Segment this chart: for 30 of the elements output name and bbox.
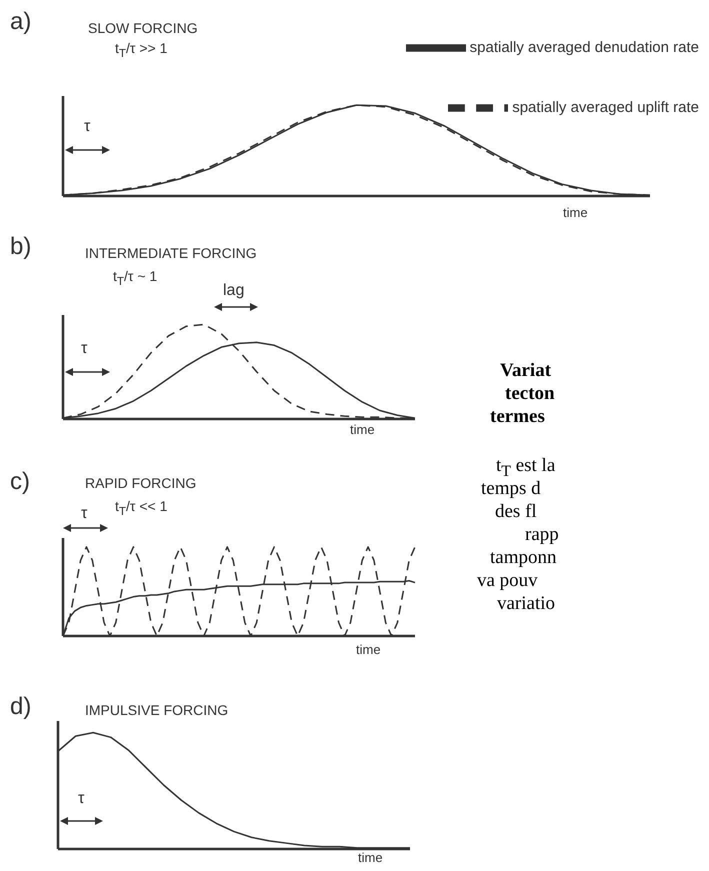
text: t$_{T}$ est la	[496, 455, 556, 480]
text: variatio	[497, 593, 556, 615]
text: a)	[10, 8, 32, 36]
chart-subtitle: t$_{T}$/τ ~ 1	[113, 268, 158, 288]
text: Variat tecton termes	[490, 360, 555, 428]
text: lag	[223, 282, 244, 300]
annotation: τ	[78, 790, 84, 808]
text: temps d	[481, 478, 541, 500]
legend-label: spatially averaged uplift rate	[512, 98, 699, 116]
text: tamponn	[490, 547, 556, 569]
text: τ	[81, 505, 88, 523]
x-axis-title: time	[356, 642, 381, 657]
chart-title: RAPID FORCING	[85, 475, 196, 491]
legend-label: spatially averaged denudation rate	[470, 38, 699, 56]
annotation: τ	[84, 118, 90, 136]
text: rapp	[525, 524, 559, 546]
x-axis-title: time	[358, 850, 383, 865]
chart-subtitle: t$_{T}$/τ << 1	[115, 498, 168, 518]
chart-title: SLOW FORCING	[88, 20, 198, 36]
text: d)	[10, 693, 32, 721]
x-axis-title: time	[350, 422, 375, 437]
text: des fl	[495, 501, 537, 523]
chart-subtitle: t$_{T}$/τ >> 1	[115, 40, 168, 60]
text: b)	[10, 233, 32, 261]
chart-title: IMPULSIVE FORCING	[85, 702, 228, 718]
annotation: τ	[81, 340, 88, 358]
x-axis-title: time	[563, 205, 588, 220]
text: c)	[10, 468, 30, 496]
text: va pouv	[477, 570, 538, 592]
chart-title: INTERMEDIATE FORCING	[85, 245, 257, 261]
